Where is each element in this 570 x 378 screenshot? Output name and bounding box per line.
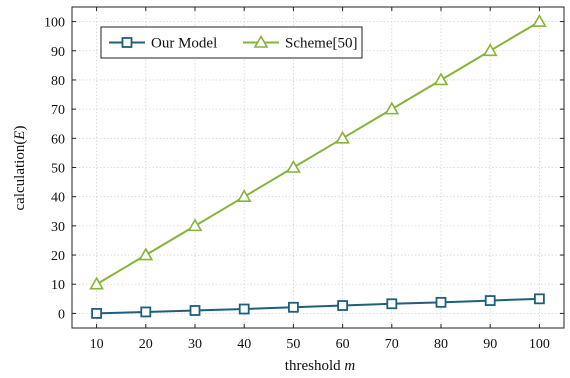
data-point-our-model	[337, 300, 349, 311]
x-tick-label: 10	[90, 337, 104, 352]
legend-marker-scheme-50	[253, 34, 269, 48]
y-axis-title-var: E	[12, 131, 28, 141]
y-tick-label: 60	[51, 132, 65, 147]
x-tick-label: 80	[434, 337, 448, 352]
x-tick-label: 60	[336, 337, 350, 352]
y-tick-label: 70	[51, 103, 65, 118]
y-axis-title-text: calculation(	[12, 140, 28, 211]
legend-label-our-model: Our Model	[151, 36, 217, 52]
data-point-our-model	[386, 298, 398, 310]
data-point-scheme-50	[482, 43, 498, 57]
y-tick-label: 100	[44, 16, 65, 31]
plot-series	[89, 13, 547, 319]
x-tick-label: 90	[483, 337, 497, 352]
data-point-our-model	[91, 308, 102, 319]
x-tick-label: 100	[529, 337, 550, 352]
data-point-scheme-50	[286, 159, 301, 173]
data-point-our-model	[484, 295, 496, 306]
x-tick-label: 20	[139, 337, 153, 352]
data-point-our-model	[435, 296, 447, 308]
data-point-our-model	[189, 305, 201, 316]
x-axis-title-text: threshold	[285, 358, 345, 374]
legend-label-scheme-50: Scheme[50]	[285, 36, 357, 52]
data-point-scheme-50	[89, 276, 104, 290]
y-tick-label: 50	[51, 162, 65, 177]
y-tick-label: 10	[51, 278, 65, 293]
axes: 10 20 30 40 50 60 70 80 90 100 0 10 20 30 40 50 60 70 80 90…	[44, 6, 565, 352]
data-point-scheme-50	[335, 130, 350, 144]
data-point-scheme-50	[138, 247, 154, 261]
data-point-our-model	[140, 306, 152, 318]
x-axis-title: threshold m	[285, 358, 356, 374]
legend-marker-our-model	[121, 37, 133, 48]
y-tick-label: 20	[51, 249, 65, 264]
y-axis-title: calculation(E)	[12, 126, 28, 211]
data-point-scheme-50	[236, 189, 252, 202]
x-tick-label: 40	[237, 337, 251, 352]
data-point-our-model	[238, 303, 250, 315]
y-tick-label: 90	[51, 45, 65, 60]
data-point-our-model	[534, 293, 545, 305]
x-tick-label: 30	[188, 337, 202, 352]
data-point-scheme-50	[433, 72, 449, 86]
x-tick-label: 70	[385, 337, 399, 352]
y-tick-label: 80	[51, 74, 65, 89]
x-tick-label: 50	[286, 337, 300, 352]
y-tick-label: 30	[51, 220, 65, 235]
data-point-scheme-50	[384, 101, 400, 115]
series-line-scheme-50	[96, 20, 540, 286]
y-tick-label: 40	[51, 191, 65, 206]
data-point-scheme-50	[532, 13, 547, 27]
legend: Our Model Scheme[50]	[100, 26, 363, 59]
x-axis-title-var: m	[344, 358, 355, 374]
data-point-scheme-50	[187, 218, 203, 232]
y-tick-label: 0	[58, 307, 65, 322]
y-axis-title-close: )	[12, 126, 28, 131]
data-point-our-model	[287, 301, 299, 313]
series-line-our-model	[96, 297, 540, 315]
